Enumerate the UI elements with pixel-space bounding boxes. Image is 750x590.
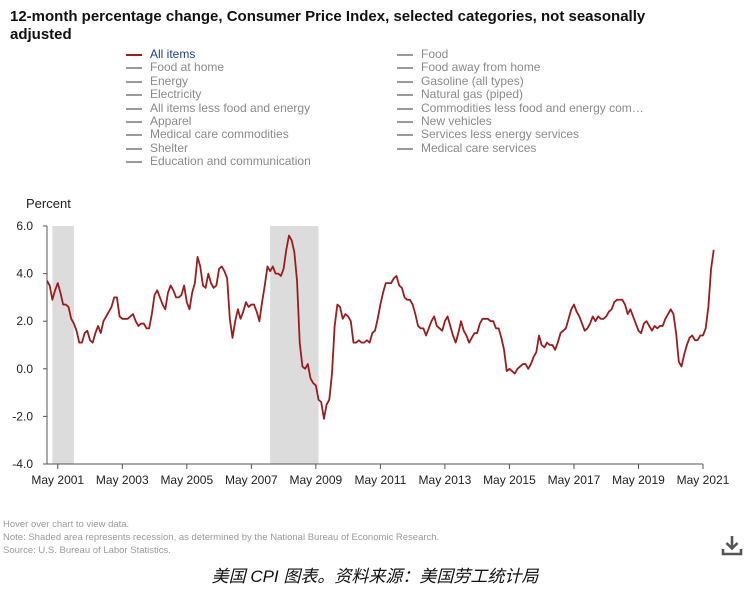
y-tick-label: -2.0	[12, 409, 33, 423]
y-tick-label: 2.0	[16, 314, 33, 328]
x-tick-label: May 2015	[483, 473, 536, 487]
legend-item[interactable]: Medical care services	[397, 140, 644, 155]
legend-swatch	[126, 94, 142, 97]
y-axis-label: Percent	[26, 196, 71, 211]
legend-label: Food	[421, 47, 449, 61]
legend-item[interactable]: Apparel	[126, 113, 311, 128]
legend-label: Food away from home	[421, 60, 541, 75]
legend-item[interactable]: Medical care commodities	[126, 128, 311, 141]
legend-swatch	[397, 94, 413, 97]
x-tick-label: May 2017	[548, 473, 601, 487]
recession-band	[52, 226, 74, 464]
chart-notes: Hover over chart to view data. Note: Sha…	[3, 518, 439, 557]
legend-swatch	[126, 67, 142, 70]
legend-swatch	[397, 107, 413, 110]
y-tick-label: -4.0	[12, 457, 33, 471]
legend-label: Commodities less food and energy com…	[421, 100, 644, 115]
legend-swatch	[397, 80, 413, 83]
x-tick-label: May 2003	[96, 473, 149, 487]
legend-item[interactable]: All items less food and energy	[126, 100, 311, 115]
hover-hint: Hover over chart to view data.	[3, 519, 130, 530]
legend-label: Shelter	[150, 140, 189, 155]
legend-swatch	[397, 54, 413, 56]
line-chart[interactable]: Percent 6.0 4.0 2.0 0.0 -2.0 -4.0 May 2001 May 2…	[0, 190, 750, 490]
legend-label: All items	[150, 47, 196, 61]
recession-band	[270, 226, 319, 464]
legend-swatch	[126, 161, 142, 164]
legend-item[interactable]: Services less energy services	[397, 128, 644, 141]
chart-title: 12-month percentage change, Consumer Pri…	[10, 8, 646, 43]
legend-item[interactable]: Commodities less food and energy com…	[397, 100, 644, 115]
legend-item[interactable]: Food away from home	[397, 61, 644, 74]
legend-swatch	[126, 54, 142, 56]
legend-swatch	[397, 67, 413, 70]
x-tick-label: May 2001	[31, 473, 84, 487]
legend-swatch	[126, 120, 142, 123]
download-icon[interactable]	[720, 533, 744, 557]
legend-swatch	[126, 107, 142, 110]
legend-label: Gasoline (all types)	[421, 73, 524, 88]
x-tick-label: May 2013	[419, 473, 472, 487]
recession-note: Note: Shaded area represents recession, …	[3, 532, 440, 543]
image-caption: 美国 CPI 图表。资料来源：美国劳工统计局	[211, 567, 539, 586]
legend-item[interactable]: New vehicles	[397, 113, 644, 128]
legend-label: Education and communication	[150, 154, 311, 169]
legend-swatch	[397, 147, 413, 150]
legend-item[interactable]: Gasoline (all types)	[397, 73, 644, 88]
legend-label: Electricity	[150, 87, 202, 102]
series-line-all-items	[46, 234, 715, 420]
x-tick-label: May 2021	[677, 473, 730, 487]
legend-label: Services less energy services	[421, 127, 580, 142]
x-tick-label: May 2005	[160, 473, 213, 487]
legend-swatch	[397, 134, 413, 137]
legend-swatch	[126, 80, 142, 83]
legend-label: Natural gas (piped)	[421, 87, 524, 102]
legend-right-column: Food Food away from home Gasoline (all typ…	[397, 47, 644, 155]
y-tick-label: 0.0	[16, 362, 33, 376]
legend-label: All items less food and energy	[150, 100, 311, 115]
y-tick-label: 6.0	[16, 219, 33, 233]
legend-label: Energy	[150, 73, 189, 88]
legend-label: New vehicles	[421, 113, 492, 128]
source-note: Source: U.S. Bureau of Labor Statistics.	[3, 545, 171, 556]
legend-label: Apparel	[150, 113, 192, 128]
legend-label: Medical care commodities	[150, 127, 289, 142]
legend-item[interactable]: Education and communication	[126, 154, 311, 169]
x-tick-label: May 2011	[354, 473, 406, 487]
x-tick-label: May 2009	[290, 473, 343, 487]
legend-item[interactable]: Shelter	[126, 140, 311, 155]
legend-item[interactable]: Food	[397, 47, 644, 61]
legend-label: Medical care services	[421, 140, 537, 155]
x-tick-label: May 2019	[612, 473, 665, 487]
x-tick-label: May 2007	[225, 473, 278, 487]
legend-item[interactable]: Energy	[126, 73, 311, 88]
legend-label: Food at home	[150, 60, 225, 75]
legend-swatch	[397, 120, 413, 123]
legend-item[interactable]: Food at home	[126, 61, 311, 74]
legend-left-column: All items Food at home Energy Electricity Al…	[126, 47, 311, 169]
legend-item[interactable]: Natural gas (piped)	[397, 87, 644, 102]
legend-item[interactable]: All items	[126, 47, 311, 61]
legend-swatch	[126, 134, 142, 137]
legend-item[interactable]: Electricity	[126, 87, 311, 102]
y-tick-label: 4.0	[16, 267, 33, 281]
legend-swatch	[126, 147, 142, 150]
